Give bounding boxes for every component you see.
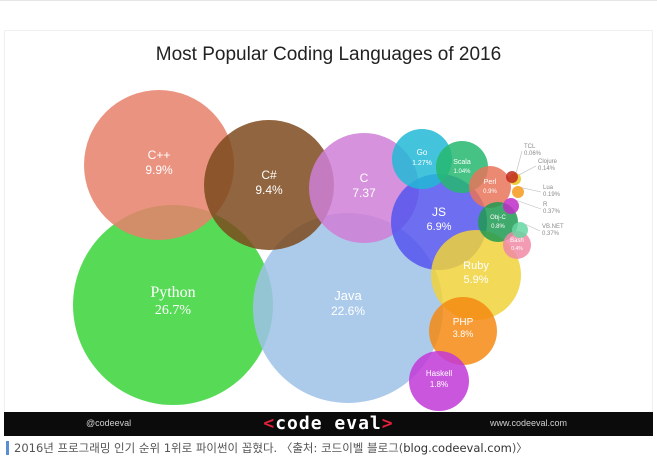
bubble-label-php: PHP: [453, 317, 474, 328]
callout-line-clojure: [519, 165, 537, 176]
bubble-value-js: 6.9%: [426, 221, 451, 233]
chart-footer: @codeeval <code eval> www.codeeval.com: [4, 412, 653, 436]
codeeval-logo: <code eval>: [263, 413, 394, 434]
bubble-label-bash: Bash: [510, 238, 524, 244]
bubble-value-obj-c: 0.8%: [491, 224, 505, 230]
callout-line-tcl: [515, 150, 523, 173]
bubble-label-python: Python: [150, 284, 195, 301]
bubble-lua: [512, 186, 524, 198]
callout-value-r: 0.37%: [543, 209, 561, 215]
callout-label-clojure: Clojure: [538, 159, 558, 165]
top-divider: [0, 0, 657, 1]
bubble-label-haskell: Haskell: [426, 369, 452, 378]
bubble-label-c-: C#: [261, 168, 277, 182]
bubble-vb-net: [512, 222, 528, 238]
bubble-value-python: 26.7%: [155, 303, 192, 318]
bubble-value-scala: 1.04%: [453, 169, 471, 175]
bubble-label-go: Go: [417, 148, 428, 157]
bubble-perl: [469, 166, 511, 208]
bubble-c-: [204, 120, 334, 250]
chart-image: Python 26.7% Java 22.6% C++ 9.9% C# 9.4% C 7.37 JS…: [4, 30, 653, 436]
callout-value-lua: 0.19%: [543, 192, 561, 198]
bubble-value-php: 3.8%: [453, 329, 474, 339]
image-caption: 2016년 프로그래밍 인기 순위 1위로 파이썬이 꼽혔다. 〈출처: 코드이…: [6, 441, 528, 455]
bubble-label-scala: Scala: [453, 159, 471, 166]
footer-handle: @codeeval: [86, 418, 132, 428]
bubble-label-js: JS: [432, 205, 446, 219]
footer-url: www.codeeval.com: [489, 418, 567, 428]
bubble-label-c-: C++: [148, 148, 171, 162]
bubble-python: [73, 205, 273, 405]
callout-value-vb-net: 0.37%: [542, 231, 560, 237]
bubble-tcl: [506, 171, 518, 183]
bubble-value-java: 22.6%: [331, 304, 365, 318]
bubble-value-haskell: 1.8%: [430, 380, 448, 389]
bubble-php: [429, 297, 497, 365]
bubble-ruby: [431, 230, 521, 320]
bubble-label-ruby: Ruby: [463, 260, 489, 272]
callout-label-vb-net: VB.NET: [542, 224, 564, 230]
caption-source-link[interactable]: blog.codeeval.com: [403, 441, 512, 455]
bubble-value-c-: 9.4%: [255, 183, 283, 197]
chart-title: Most Popular Coding Languages of 2016: [155, 44, 502, 65]
bubble-label-java: Java: [334, 288, 362, 303]
bubble-c-: [84, 90, 234, 240]
bubble-label-obj-c: Obj-C: [490, 215, 506, 221]
bubble-label-c: C: [360, 171, 369, 185]
callout-label-tcl: TCL: [524, 144, 536, 150]
bubble-label-perl: Perl: [484, 179, 497, 186]
caption-tail: )〉: [511, 441, 528, 455]
bubble-value-go: 1.27%: [412, 160, 432, 167]
callout-label-lua: Lua: [543, 185, 554, 191]
bubble-java: [253, 213, 443, 403]
bubble-value-c-: 9.9%: [145, 163, 173, 177]
callout-value-clojure: 0.14%: [538, 166, 556, 172]
bubble-value-bash: 0.4%: [511, 246, 523, 252]
callout-line-lua: [522, 187, 542, 193]
bubble-value-perl: 0.9%: [483, 189, 497, 195]
bubble-value-c: 7.37: [352, 186, 376, 200]
bubble-haskell: [409, 351, 469, 411]
callout-label-r: R: [543, 202, 548, 208]
caption-text: 2016년 프로그래밍 인기 순위 1위로 파이썬이 꼽혔다. 〈출처: 코드이…: [14, 441, 404, 455]
callout-line-vb-net: [525, 224, 541, 232]
bubble-r: [503, 198, 519, 214]
callout-line-r: [516, 200, 542, 210]
bubble-value-ruby: 5.9%: [463, 274, 488, 286]
bubble-bash: [503, 231, 531, 259]
callout-value-tcl: 0.06%: [524, 151, 542, 157]
